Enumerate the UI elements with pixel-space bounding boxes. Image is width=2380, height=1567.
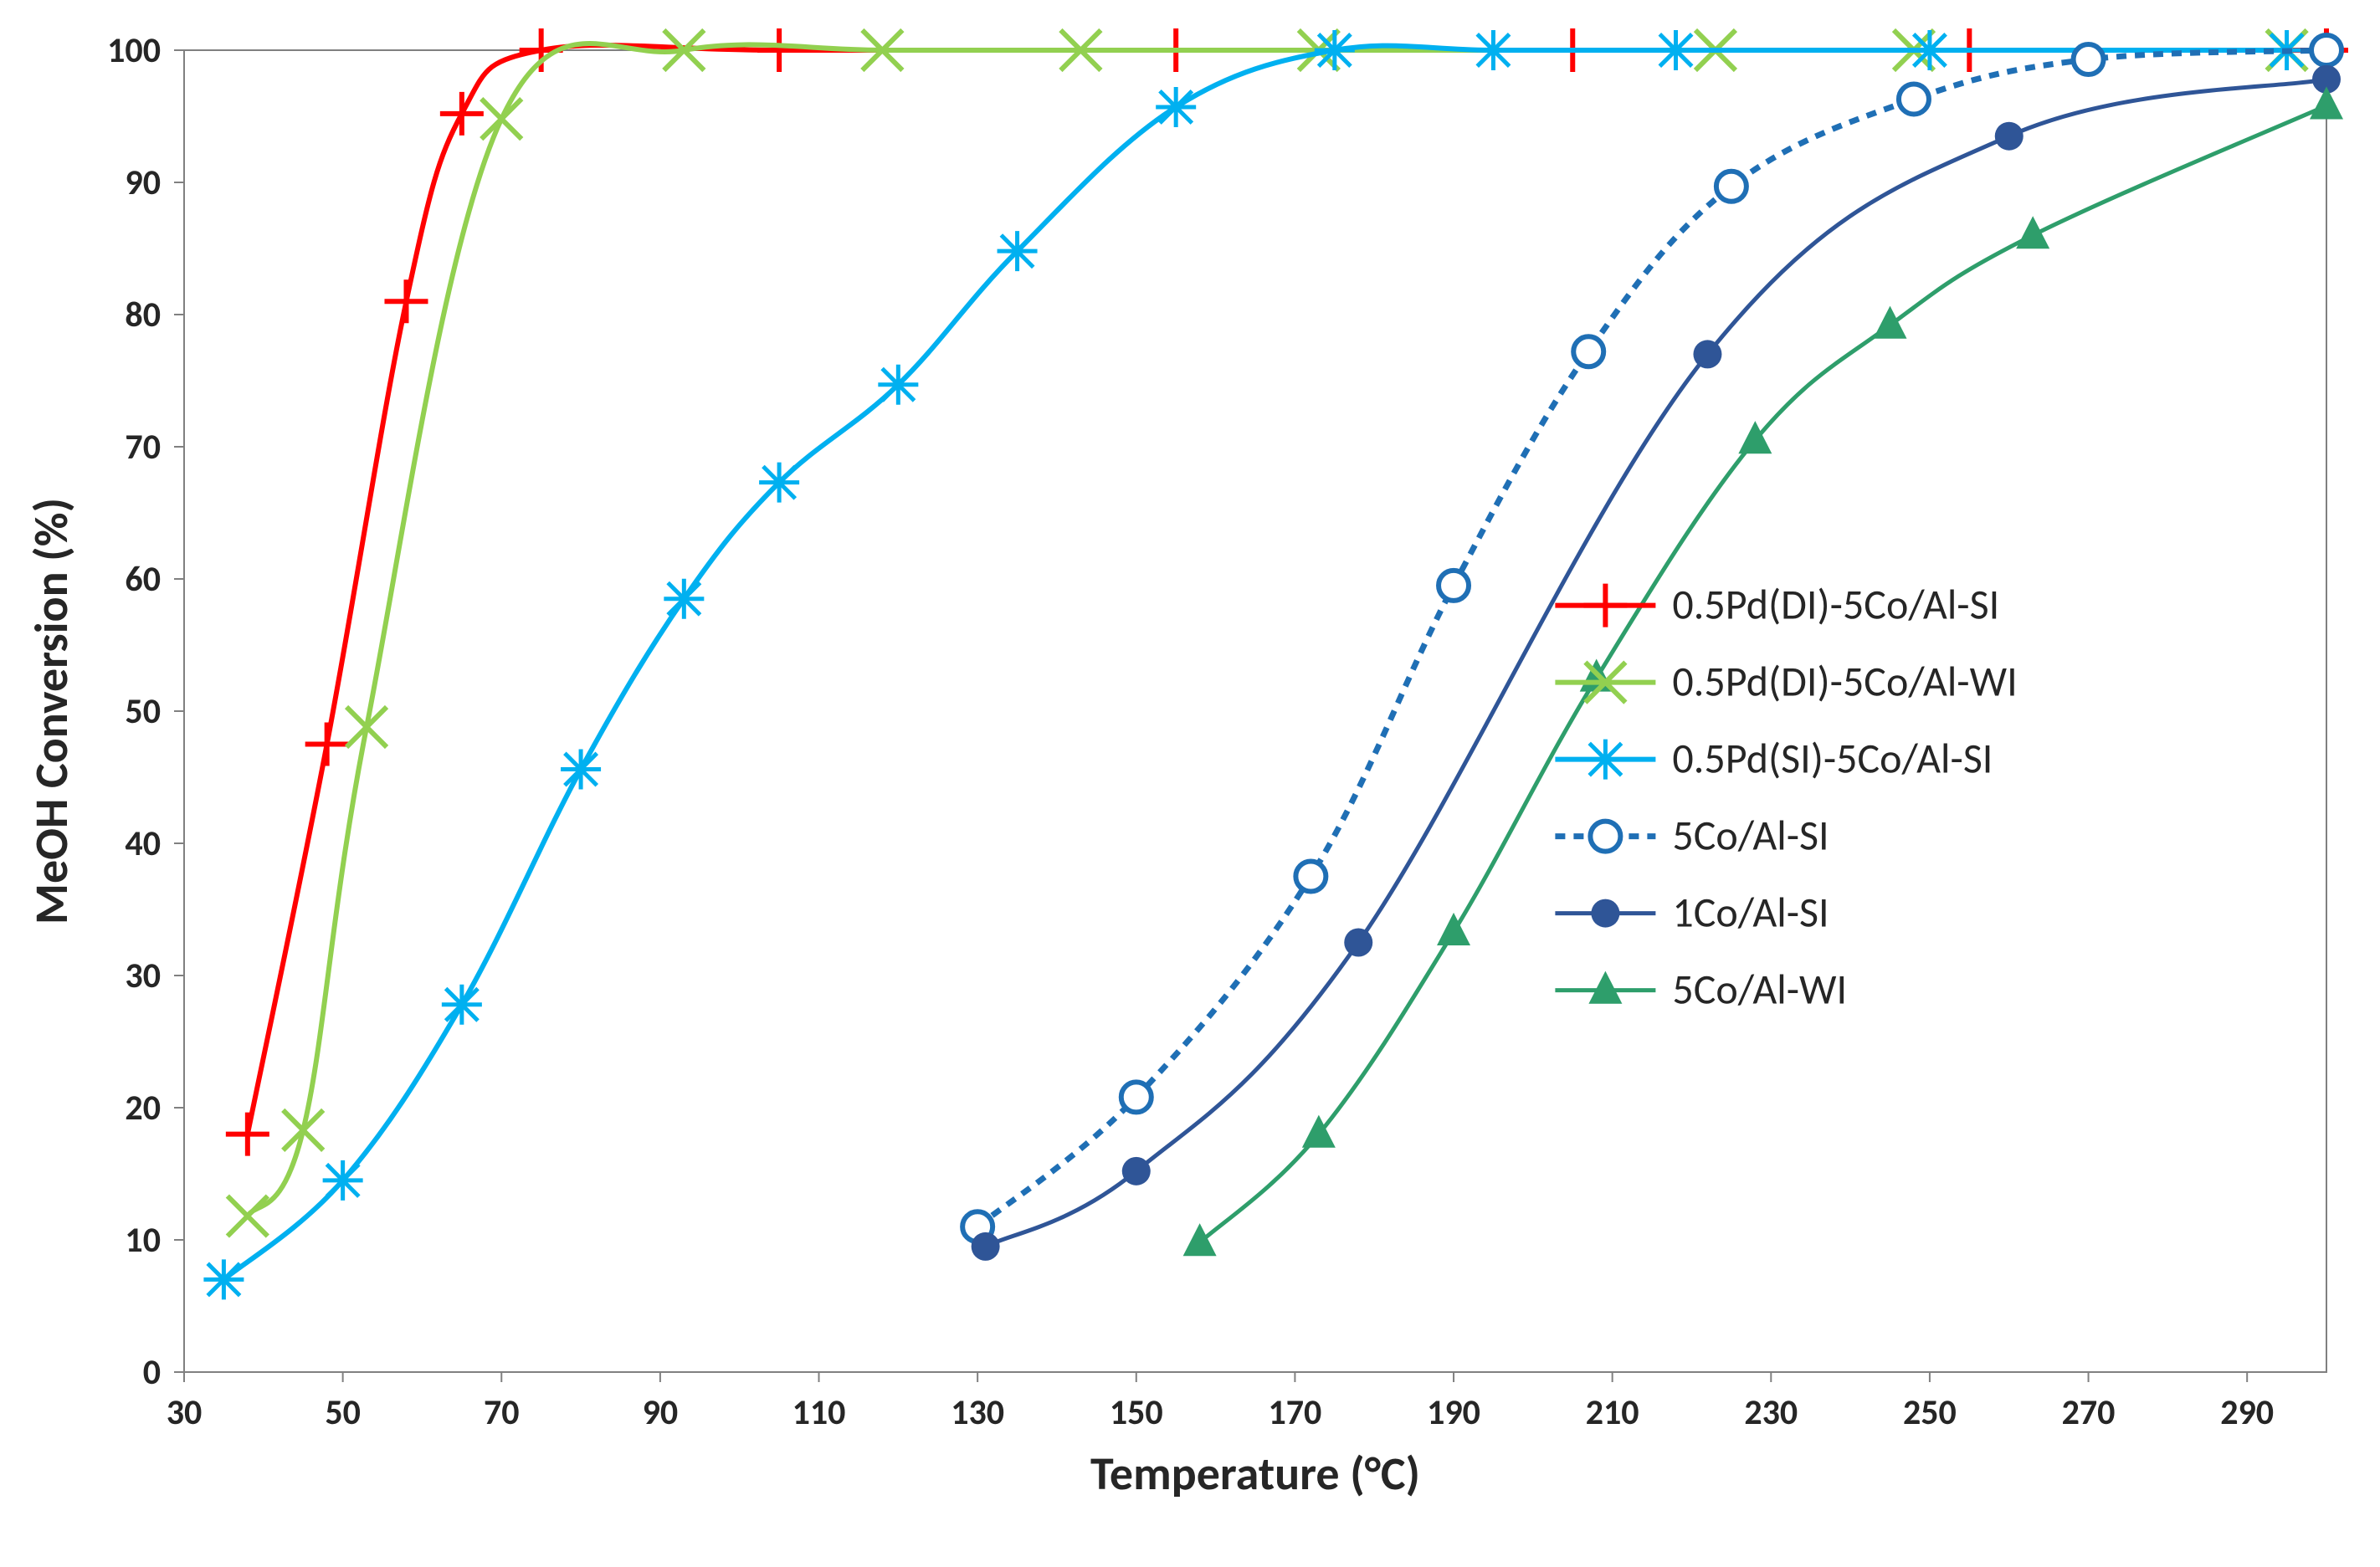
series-marker [2016, 216, 2049, 248]
y-tick-label: 100 [107, 29, 161, 72]
series-marker [757, 28, 801, 72]
series-marker [998, 231, 1038, 271]
y-tick-label: 20 [125, 1087, 161, 1129]
series-marker [1656, 30, 1696, 70]
legend-marker-sample [1590, 822, 1620, 852]
chart-container: 30 50 70 90 110 130 150 170 190 210 230 250 270 290 0 1… [0, 0, 2380, 1567]
series-1co-al-si [972, 65, 2341, 1261]
series-marker [440, 92, 484, 136]
series-marker [1910, 30, 1950, 70]
x-tick-label: 70 [484, 1391, 520, 1434]
y-axis-title: MeOH Conversion (%) [23, 498, 80, 924]
series-marker [323, 1160, 363, 1201]
y-tick-label: 10 [125, 1219, 161, 1262]
legend-marker-sample [1591, 899, 1619, 928]
legend: 0.5Pd(DI)-5Co/Al-SI 0.5Pd(DI)-5Co/Al-WI 0.… [1555, 580, 2017, 1016]
legend-row: 1Co/Al-SI [1555, 888, 1829, 939]
x-tick-label: 270 [2062, 1391, 2116, 1434]
series-marker [226, 1113, 269, 1156]
x-tick-label: 30 [167, 1391, 203, 1434]
y-tick-label: 80 [125, 294, 161, 336]
series-marker [1156, 87, 1196, 127]
x-tick-label: 210 [1586, 1391, 1639, 1434]
series-marker [1122, 1157, 1151, 1185]
series-marker [442, 985, 482, 1025]
x-tick-label: 110 [792, 1391, 846, 1434]
series-marker [972, 1232, 1000, 1261]
series-marker [1573, 336, 1603, 366]
series-marker [1439, 571, 1469, 601]
series-marker [1899, 84, 1929, 114]
series-marker [1693, 340, 1721, 368]
x-tick-label: 50 [325, 1391, 361, 1434]
y-tick-label: 90 [125, 161, 161, 204]
x-tick-label: 290 [2220, 1391, 2274, 1434]
legend-row: 5Co/Al-SI [1555, 811, 1829, 862]
series-marker [1183, 1223, 1217, 1256]
y-tick-label: 40 [125, 822, 161, 865]
legend-marker-sample [1588, 971, 1622, 1004]
legend-label: 5Co/Al-SI [1672, 811, 1829, 862]
x-axis-title: Temperature (°C) [1090, 1446, 1420, 1503]
series-marker [664, 579, 704, 619]
y-tick-label: 50 [125, 690, 161, 733]
x-tick-label: 230 [1744, 1391, 1798, 1434]
x-tick-label: 90 [643, 1391, 679, 1434]
series-marker [1473, 30, 1513, 70]
legend-label: 0.5Pd(DI)-5Co/Al-SI [1672, 580, 1999, 631]
series-marker [283, 1110, 323, 1150]
legend-row: 5Co/Al-WI [1555, 965, 1847, 1016]
series-marker [2074, 44, 2104, 74]
x-tick-label: 250 [1903, 1391, 1957, 1434]
series-marker [1716, 172, 1747, 202]
series-line [977, 50, 2326, 1226]
series-marker [2310, 86, 2343, 119]
legend-row: 0.5Pd(DI)-5Co/Al-WI [1555, 657, 2017, 708]
legend-marker-sample [1585, 740, 1625, 780]
legend-row: 0.5Pd(SI)-5Co/Al-SI [1555, 734, 1993, 785]
series-marker [878, 365, 918, 405]
series-marker [228, 1196, 268, 1237]
legend-row: 0.5Pd(DI)-5Co/Al-SI [1555, 580, 1999, 631]
series-marker [1295, 862, 1326, 892]
series-marker [1344, 929, 1372, 957]
series-marker [481, 99, 521, 139]
series-marker [1995, 122, 2024, 151]
chart-svg: 30 50 70 90 110 130 150 170 190 210 230 250 270 290 0 1… [0, 0, 2380, 1567]
series-pd-di-5co-al-si [226, 28, 2348, 1156]
series-marker [203, 1259, 244, 1299]
series-line [248, 45, 2326, 1134]
series-marker [1121, 1082, 1152, 1112]
legend-label: 5Co/Al-WI [1672, 965, 1847, 1016]
series-5co-al-si [962, 35, 2342, 1242]
series-line [986, 79, 2326, 1247]
series-marker [1315, 30, 1355, 70]
series-marker [384, 279, 428, 323]
legend-label: 1Co/Al-SI [1672, 888, 1829, 939]
x-tick-label: 150 [1110, 1391, 1163, 1434]
x-tick-label: 190 [1427, 1391, 1480, 1434]
y-tick-label: 70 [125, 426, 161, 469]
series-marker [2311, 35, 2342, 65]
series-marker [1874, 306, 1907, 339]
y-tick-label: 0 [143, 1351, 161, 1394]
y-tick-label: 30 [125, 955, 161, 997]
legend-label: 0.5Pd(DI)-5Co/Al-WI [1672, 657, 2017, 708]
legend-label: 0.5Pd(SI)-5Co/Al-SI [1672, 734, 1993, 785]
series-marker [346, 707, 387, 747]
series-marker [305, 723, 349, 766]
legend-marker-sample [1583, 584, 1627, 627]
x-tick-label: 170 [1268, 1391, 1321, 1434]
series-marker [1437, 913, 1470, 945]
series-marker [561, 750, 601, 790]
series-group [203, 28, 2348, 1299]
series-marker [759, 463, 799, 503]
y-tick-label: 60 [125, 558, 161, 601]
x-tick-label: 130 [951, 1391, 1004, 1434]
